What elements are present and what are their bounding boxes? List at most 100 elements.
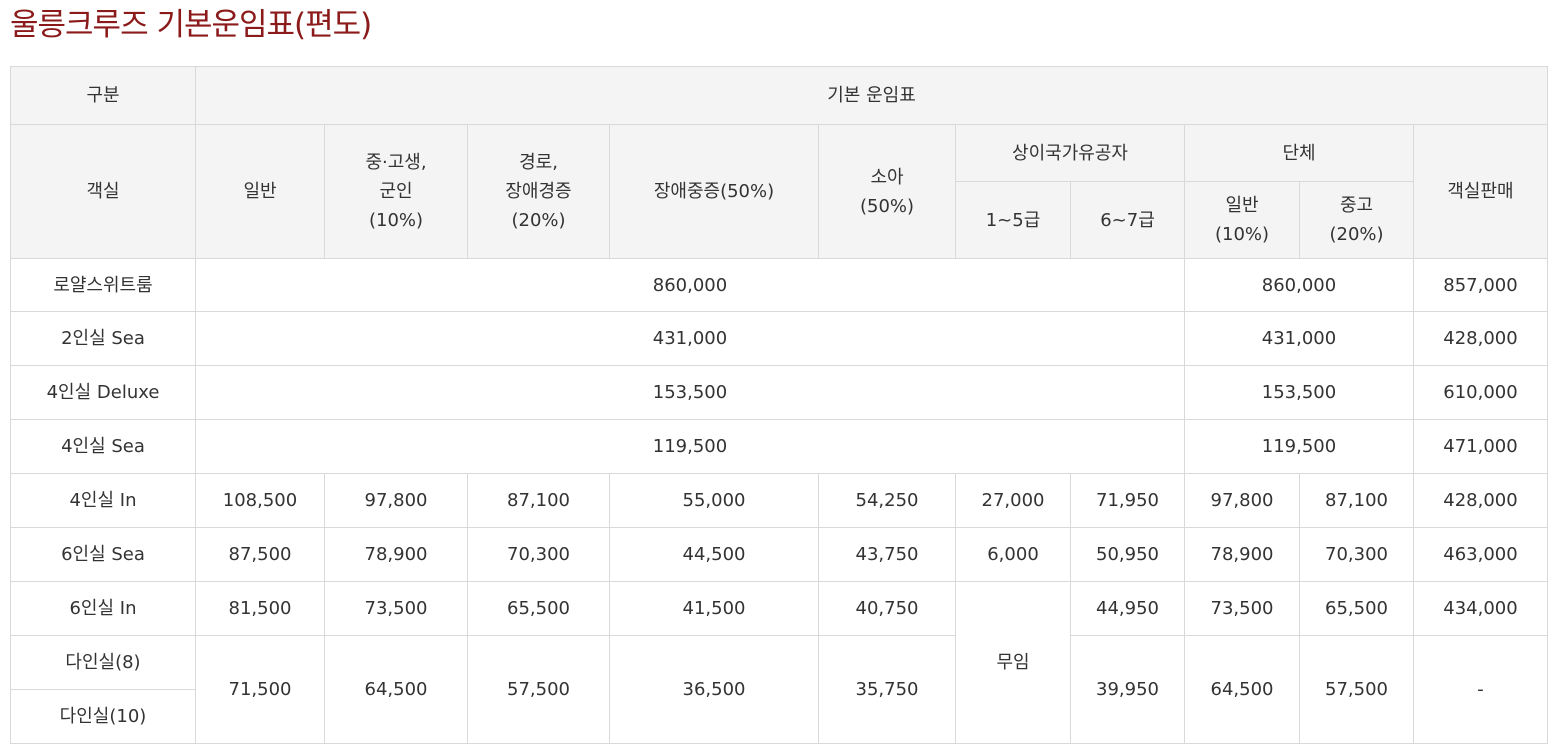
general-fare-cell: 108,500	[195, 473, 325, 528]
table-row: 6인실 Sea 87,500 78,900 70,300 44,500 43,7…	[10, 527, 1548, 582]
table-row: 4인실 Deluxe 153,500 153,500 610,000	[10, 365, 1548, 420]
header-group-general-line1: 일반	[1225, 195, 1259, 216]
cabin-name: 4인실 In	[10, 473, 196, 528]
header-veteran: 상이국가유공자	[955, 124, 1185, 182]
senior-fare-cell: 57,500	[467, 635, 610, 744]
table-body: 로얄스위트룸 860,000 860,000 857,000 2인실 Sea 4…	[10, 258, 1548, 744]
header-base-fare: 기본 운임표	[195, 66, 1548, 125]
general-fare-cell: 81,500	[195, 581, 325, 636]
group-school-fare-cell: 70,300	[1299, 527, 1414, 582]
group-general-fare-cell: 73,500	[1184, 581, 1300, 636]
header-general: 일반	[195, 124, 325, 259]
table-row: 로얄스위트룸 860,000 860,000 857,000	[10, 258, 1548, 312]
header-group-general-line2: (10%)	[1214, 224, 1270, 245]
child-fare-cell: 35,750	[818, 635, 956, 744]
student-fare-cell: 78,900	[324, 527, 468, 582]
table-row: 다인실(10)	[10, 689, 1548, 744]
student-fare-cell: 64,500	[324, 635, 468, 744]
header-group-school-line1: 중고	[1339, 195, 1374, 216]
general-fare-cell: 87,500	[195, 527, 325, 582]
group-fare-cell: 431,000	[1184, 311, 1414, 366]
cabin-name: 4인실 Deluxe	[10, 365, 196, 420]
header-student: 중·고생, 군인 (10%)	[324, 124, 468, 259]
header-student-line1: 중·고생,	[365, 152, 427, 173]
header-senior-line1: 경로,	[519, 152, 558, 173]
severe-fare-cell: 44,500	[609, 527, 819, 582]
group-fare-cell: 860,000	[1184, 258, 1414, 312]
table-row: 6인실 In 81,500 73,500 65,500 41,500 40,75…	[10, 581, 1548, 744]
cabin-name: 4인실 Sea	[10, 419, 196, 474]
header-row: 1~5급 6~7급 일반 (10%) 중고 (20%)	[11, 181, 1548, 259]
group-school-fare-cell: 57,500	[1299, 635, 1414, 744]
senior-fare-cell: 87,100	[467, 473, 610, 528]
header-gubun: 구분	[10, 66, 196, 125]
grade-6-7-fare-cell: 50,950	[1070, 527, 1185, 582]
table-row: 4인실 In 108,500 97,800 87,100 55,000 54,2…	[10, 473, 1548, 528]
fare-cell: 119,500	[195, 419, 1185, 474]
cabin-name: 6인실 Sea	[10, 527, 196, 582]
group-school-fare-cell: 87,100	[1299, 473, 1414, 528]
severe-fare-cell: 41,500	[609, 581, 819, 636]
header-group-school: 중고 (20%)	[1299, 181, 1414, 259]
cabin-sale-cell: 434,000	[1413, 581, 1548, 636]
cabin-name: 로얄스위트룸	[10, 258, 196, 312]
group-school-fare-cell: 65,500	[1299, 581, 1414, 636]
grade-6-7-fare-cell: 71,950	[1070, 473, 1185, 528]
cabin-sale-cell: -	[1413, 635, 1548, 744]
header-child-line2: (50%)	[859, 195, 915, 217]
header-senior-line3: (20%)	[511, 210, 566, 231]
header-group-general: 일반 (10%)	[1184, 181, 1300, 259]
senior-fare-cell: 70,300	[467, 527, 610, 582]
header-child: 소아 (50%)	[818, 124, 956, 259]
cabin-sale-cell: 428,000	[1413, 473, 1548, 528]
header-student-line2: 군인	[379, 181, 413, 202]
child-fare-cell: 40,750	[818, 581, 956, 636]
grade-6-7-fare-cell: 39,950	[1070, 635, 1185, 744]
fare-table: 구분 기본 운임표 객실 일반 중·고생, 군인 (10%) 경로, 장애경증 …	[10, 66, 1548, 744]
group-general-fare-cell: 78,900	[1184, 527, 1300, 582]
cabin-sale-cell: 428,000	[1413, 311, 1548, 366]
header-child-line1: 소아	[870, 166, 904, 188]
header-row: 구분 기본 운임표	[10, 66, 1548, 125]
fare-cell: 153,500	[195, 365, 1185, 420]
student-fare-cell: 73,500	[324, 581, 468, 636]
header-group-school-line2: (20%)	[1329, 224, 1384, 245]
cabin-sale-cell: 857,000	[1413, 258, 1548, 312]
header-group: 단체	[1184, 124, 1414, 182]
header-cabin-sale: 객실판매	[1413, 124, 1548, 259]
group-general-fare-cell: 97,800	[1184, 473, 1300, 528]
cabin-name: 다인실(8)	[10, 635, 196, 690]
group-fare-cell: 153,500	[1184, 365, 1414, 420]
grade-1-5-fare-cell: 27,000	[955, 473, 1071, 528]
header-row: 객실 일반 중·고생, 군인 (10%) 경로, 장애경증 (20%) 장애중증…	[10, 124, 1548, 259]
page-title: 울릉크루즈 기본운임표(편도)	[10, 7, 372, 43]
cabin-name: 다인실(10)	[10, 689, 196, 744]
general-fare-cell: 71,500	[195, 635, 325, 744]
cabin-name: 2인실 Sea	[10, 311, 196, 366]
grade-1-5-free-cell: 무임	[955, 581, 1071, 744]
grade-6-7-fare-cell: 44,950	[1070, 581, 1185, 636]
table-row: 2인실 Sea 431,000 431,000 428,000	[10, 311, 1548, 366]
senior-fare-cell: 65,500	[467, 581, 610, 636]
grade-1-5-fare-cell: 6,000	[955, 527, 1071, 582]
severe-fare-cell: 55,000	[609, 473, 819, 528]
header-cabin: 객실	[10, 124, 196, 259]
header-student-line3: (10%)	[368, 210, 424, 231]
severe-fare-cell: 36,500	[609, 635, 819, 744]
header-grade-6-7: 6~7급	[1070, 181, 1185, 259]
table-header: 구분 기본 운임표 객실 일반 중·고생, 군인 (10%) 경로, 장애경증 …	[10, 66, 1548, 259]
child-fare-cell: 43,750	[818, 527, 956, 582]
fare-cell: 860,000	[195, 258, 1185, 312]
cabin-name: 6인실 In	[10, 581, 196, 636]
header-senior-line2: 장애경증	[505, 181, 572, 202]
header-senior: 경로, 장애경증 (20%)	[467, 124, 610, 259]
cabin-sale-cell: 610,000	[1413, 365, 1548, 420]
fare-cell: 431,000	[195, 311, 1185, 366]
table-row: 다인실(8) 71,500 64,500 57,500 36,500 35,75…	[10, 635, 1548, 744]
child-fare-cell: 54,250	[818, 473, 956, 528]
student-fare-cell: 97,800	[324, 473, 468, 528]
header-grade-1-5: 1~5급	[955, 181, 1071, 259]
cabin-sale-cell: 471,000	[1413, 419, 1548, 474]
group-general-fare-cell: 64,500	[1184, 635, 1300, 744]
table-row: 4인실 Sea 119,500 119,500 471,000	[10, 419, 1548, 474]
